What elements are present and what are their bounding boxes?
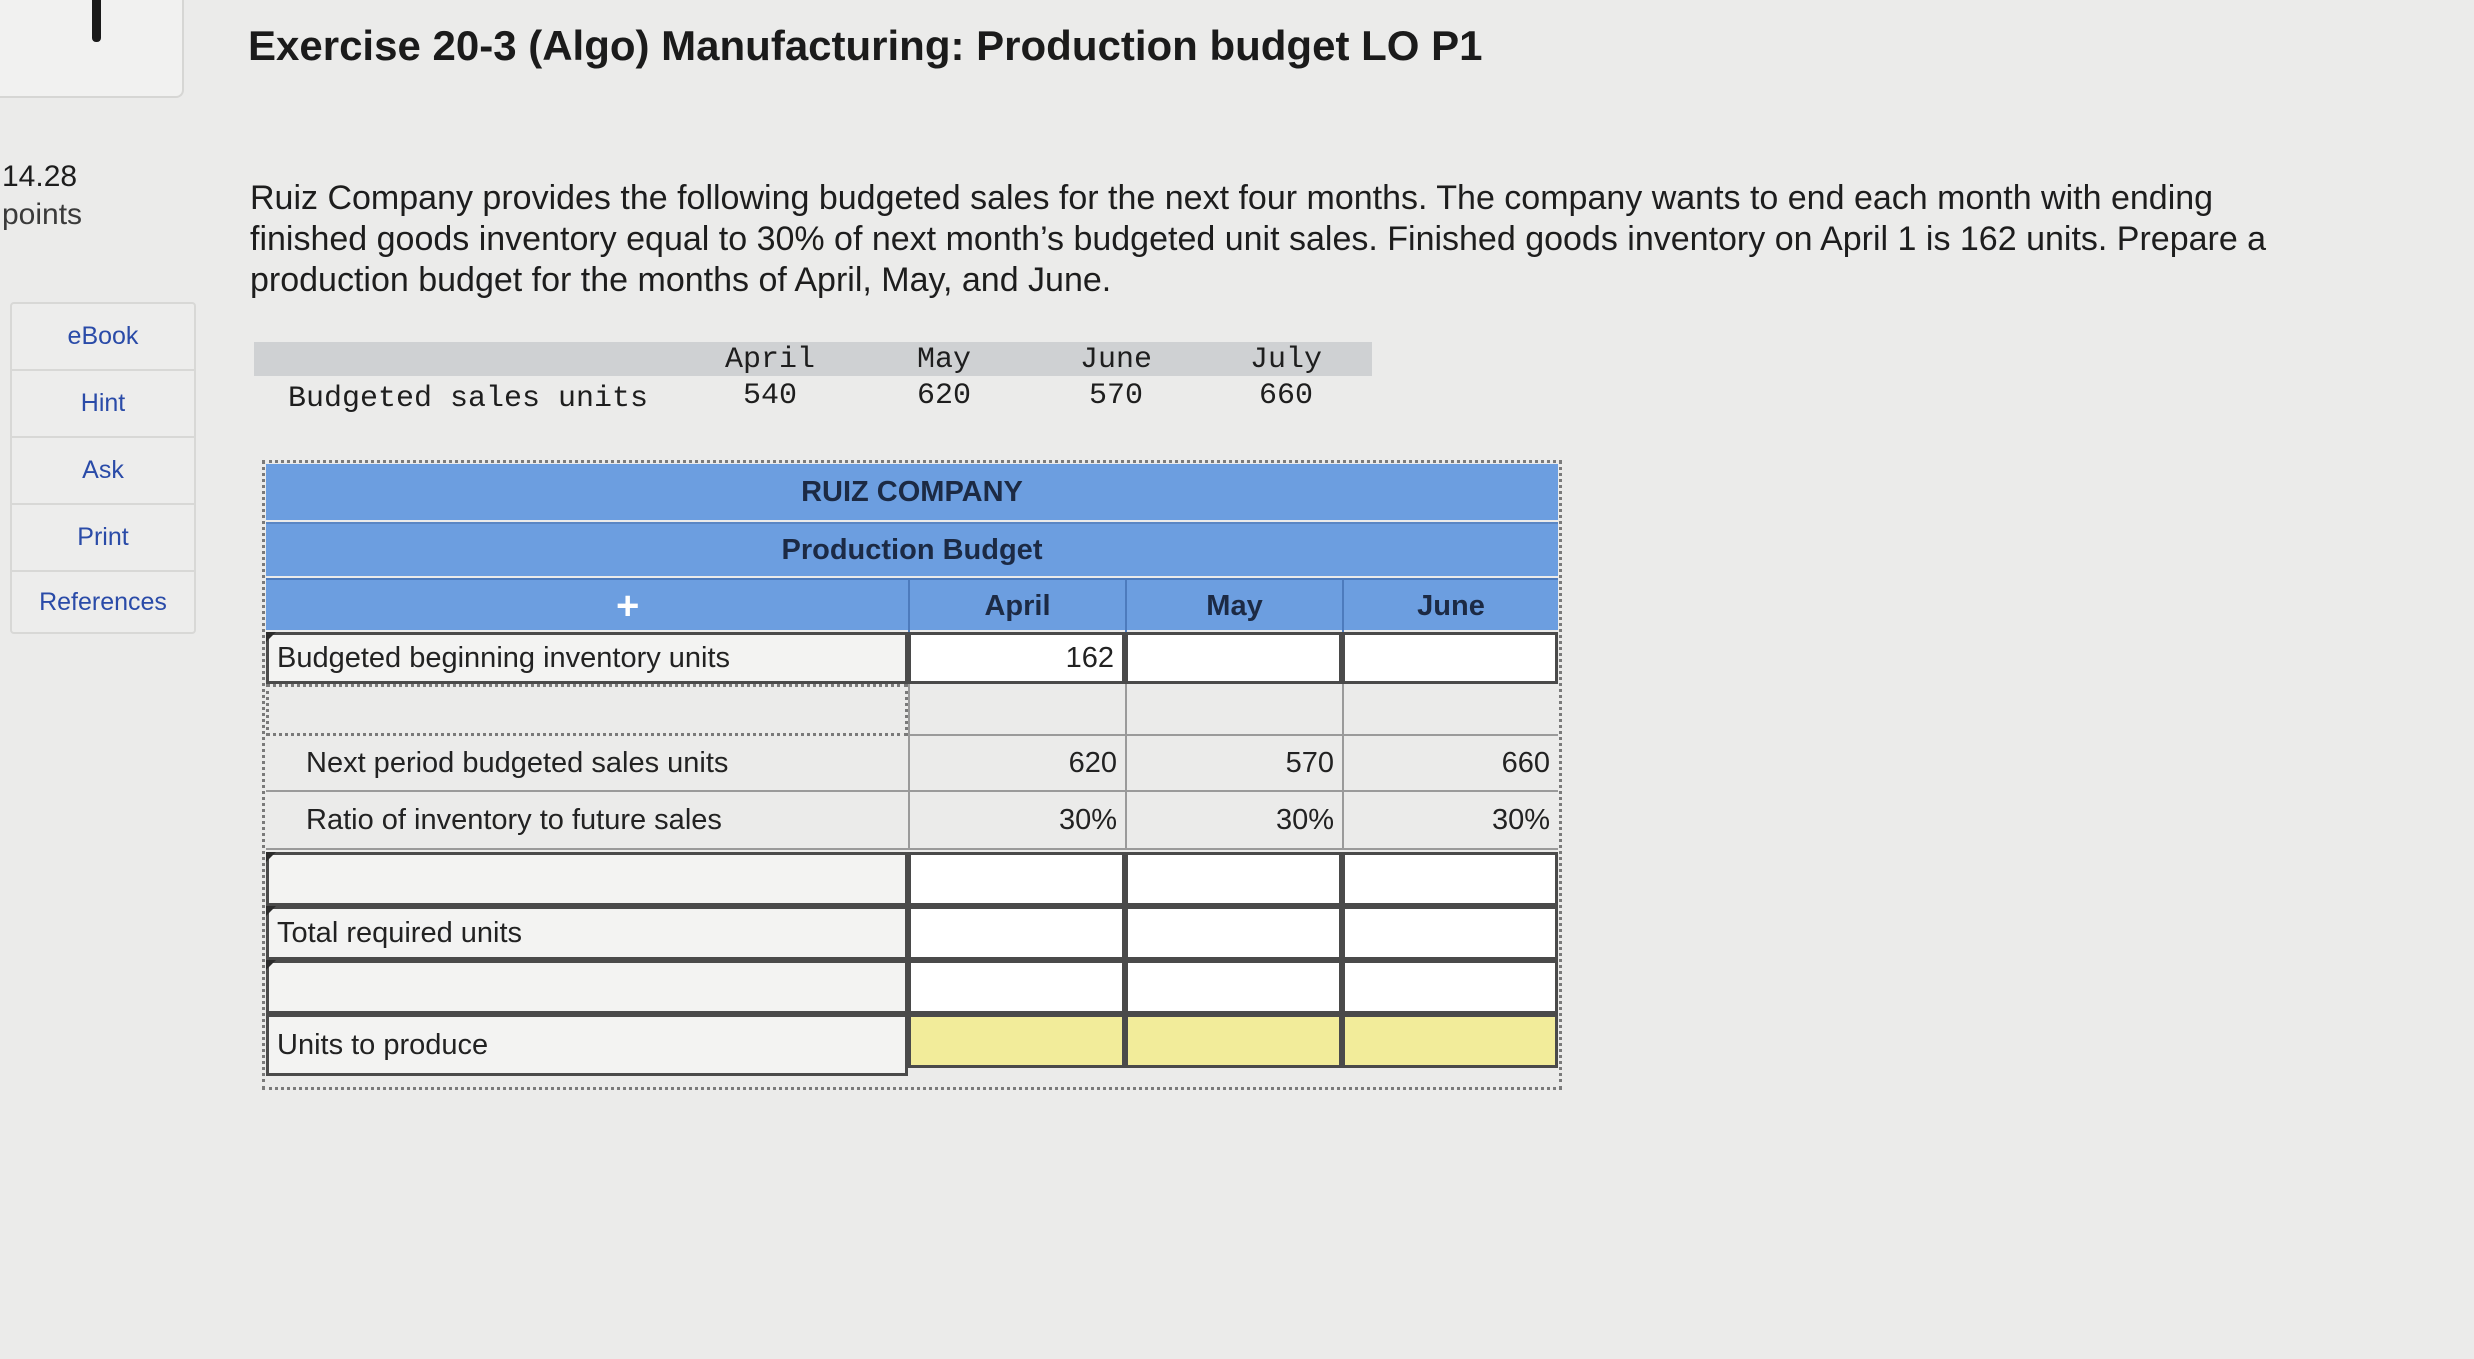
row-label-ratio: Ratio of inventory to future sales (266, 792, 908, 850)
table-frame (262, 460, 1562, 1090)
row-total-required: Total required units (266, 906, 1558, 960)
row-blank-3 (266, 960, 1558, 1014)
given-sales-table: Budgeted sales units April 540 May 620 J… (254, 342, 1372, 420)
given-value: 660 (1258, 379, 1313, 413)
total-required-june[interactable] (1342, 906, 1558, 960)
given-value: 620 (916, 379, 971, 413)
given-value: 540 (742, 379, 797, 413)
row-blank-2 (266, 852, 1558, 906)
given-col-april: April 540 (700, 342, 840, 414)
beginning-inventory-may[interactable] (1125, 632, 1342, 684)
beginning-inventory-april[interactable]: 162 (908, 632, 1125, 684)
question-number-box (0, 0, 184, 98)
print-button[interactable]: Print (12, 505, 194, 572)
given-header-bar (254, 342, 1372, 376)
blank-2-june[interactable] (1342, 852, 1558, 906)
hint-button[interactable]: Hint (12, 371, 194, 438)
row-label-beginning-inventory[interactable]: Budgeted beginning inventory units (266, 632, 908, 684)
beginning-inventory-june[interactable] (1342, 632, 1558, 684)
row-label-units-to-produce[interactable]: Units to produce (266, 1014, 908, 1076)
resource-sidebar: eBook Hint Ask Print References (10, 302, 196, 634)
add-row-icon[interactable]: + (616, 584, 640, 628)
problem-statement: Ruiz Company provides the following budg… (250, 179, 2267, 299)
input-marker (266, 852, 276, 862)
given-col-may: May 620 (874, 342, 1014, 414)
row-next-period-sales: Next period budgeted sales units 620 570… (266, 736, 1558, 792)
blank-1-june (1342, 684, 1558, 736)
blank-2-april[interactable] (908, 852, 1125, 906)
next-sales-may: 570 (1125, 736, 1342, 792)
exercise-title: Exercise 20-3 (Algo) Manufacturing: Prod… (248, 22, 1483, 69)
row-label-blank-1[interactable] (266, 684, 908, 736)
given-col-july: July 660 (1216, 342, 1356, 414)
given-row-label: Budgeted sales units (288, 382, 649, 416)
month-header-may: May (1125, 580, 1342, 632)
row-beginning-inventory: Budgeted beginning inventory units 162 (266, 632, 1558, 684)
row-label-total-required[interactable]: Total required units (266, 906, 908, 960)
units-to-produce-april[interactable] (908, 1014, 1125, 1068)
ratio-may: 30% (1125, 792, 1342, 850)
input-marker (266, 632, 276, 642)
row-label-next-period-sales: Next period budgeted sales units (266, 736, 908, 792)
month-header-june: June (1342, 580, 1558, 632)
blank-3-may[interactable] (1125, 960, 1342, 1014)
next-sales-april: 620 (908, 736, 1125, 792)
row-label-blank-3[interactable] (266, 960, 908, 1014)
month-header-row: + April May June (266, 578, 1558, 632)
next-sales-june: 660 (1342, 736, 1558, 792)
blank-1-may (1125, 684, 1342, 736)
given-value: 570 (1088, 379, 1143, 413)
references-button[interactable]: References (39, 587, 167, 616)
production-budget-table: RUIZ COMPANY Production Budget + April M… (262, 460, 1562, 1090)
given-month: April (724, 343, 815, 377)
given-month: July (1249, 343, 1322, 377)
ebook-button[interactable]: eBook (12, 304, 194, 371)
row-label-blank-2[interactable] (266, 852, 908, 906)
total-required-may[interactable] (1125, 906, 1342, 960)
ask-button[interactable]: Ask (12, 438, 194, 505)
given-month: May (916, 343, 971, 377)
points-label: points (2, 198, 83, 231)
company-name: RUIZ COMPANY (266, 464, 1558, 520)
budget-subtitle: Production Budget (266, 522, 1558, 576)
points-value: 14.28 (2, 160, 78, 193)
ratio-april: 30% (908, 792, 1125, 850)
question-marker (92, 0, 101, 42)
blank-3-june[interactable] (1342, 960, 1558, 1014)
blank-2-may[interactable] (1125, 852, 1342, 906)
given-month: June (1079, 343, 1152, 377)
blank-3-april[interactable] (908, 960, 1125, 1014)
month-header-april: April (908, 580, 1125, 632)
total-required-april[interactable] (908, 906, 1125, 960)
input-marker (266, 960, 276, 970)
ratio-june: 30% (1342, 792, 1558, 850)
row-units-to-produce: Units to produce (266, 1014, 1558, 1076)
points-indicator: 14.28 points (2, 158, 82, 234)
row-blank-1 (266, 684, 1558, 736)
given-col-june: June 570 (1046, 342, 1186, 414)
row-ratio: Ratio of inventory to future sales 30% 3… (266, 792, 1558, 850)
input-marker (266, 906, 276, 916)
blank-1-april (908, 684, 1125, 736)
units-to-produce-may[interactable] (1125, 1014, 1342, 1068)
units-to-produce-june[interactable] (1342, 1014, 1558, 1068)
